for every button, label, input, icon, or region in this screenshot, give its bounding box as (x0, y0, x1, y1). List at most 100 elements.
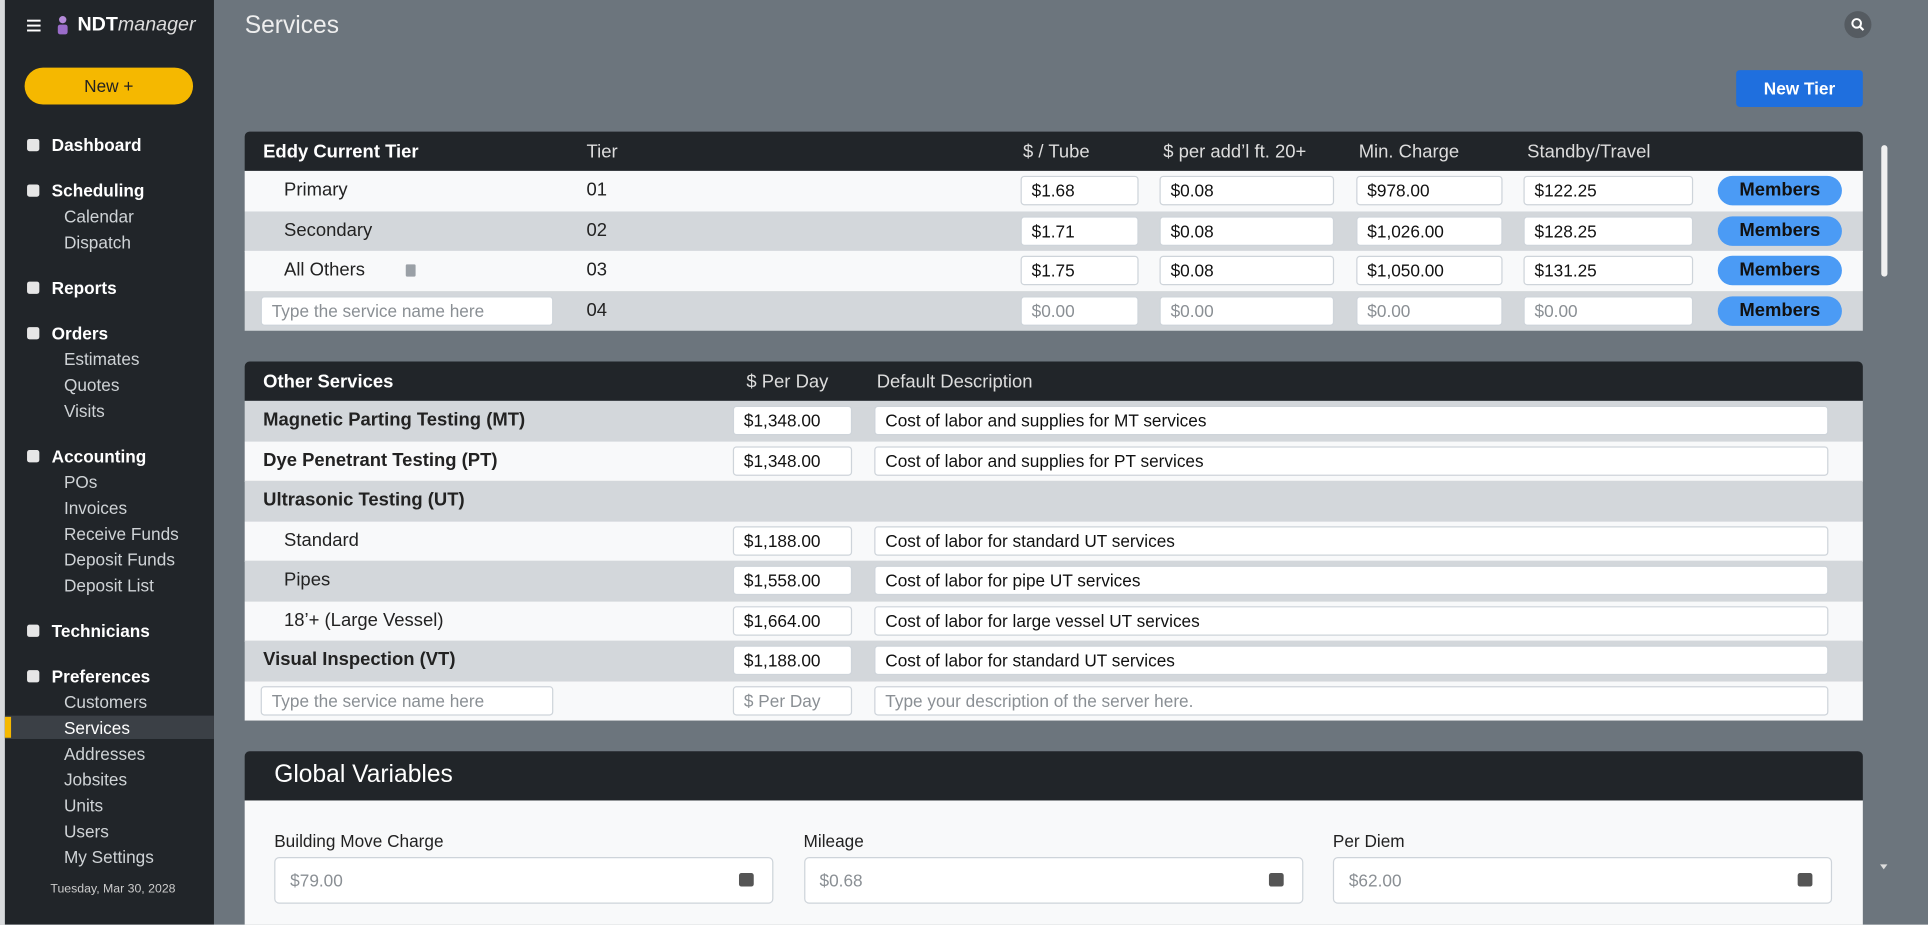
price-input[interactable]: $1,026.00 (1356, 215, 1503, 246)
description-input[interactable]: Cost of labor for pipe UT services (874, 565, 1829, 596)
nav-group[interactable]: Technicians (51, 620, 150, 641)
page-title: Services (244, 12, 340, 40)
nav-item[interactable]: Dispatch (63, 232, 131, 253)
nav-item[interactable]: Units (63, 795, 104, 816)
name-input[interactable]: Type the service name here (260, 295, 554, 326)
description-input[interactable]: Cost of labor and supplies for PT servic… (874, 445, 1829, 476)
services-header (244, 361, 1863, 401)
search-button[interactable] (1843, 10, 1873, 40)
field-label: Building Move Charge (274, 831, 444, 851)
nav-item[interactable]: Services (63, 718, 130, 738)
nav-group[interactable]: Scheduling (51, 180, 145, 201)
price-input[interactable]: $1.75 (1020, 255, 1139, 286)
column-header: Tier (586, 141, 618, 163)
column-header: Eddy Current Tier (263, 141, 419, 163)
price-input[interactable]: $0.00 (1020, 295, 1139, 326)
price-input[interactable]: $1.68 (1020, 175, 1139, 206)
price-input[interactable]: $1,050.00 (1356, 255, 1503, 286)
column-header: $ per add’l ft. 20+ (1163, 141, 1307, 163)
nav-item[interactable]: Deposit List (63, 575, 154, 596)
price-input[interactable]: $0.08 (1159, 215, 1335, 246)
nav-group[interactable]: Preferences (51, 666, 151, 687)
nav-item[interactable]: Customers (63, 692, 148, 712)
nav-item[interactable]: Quotes (63, 375, 120, 395)
description-input[interactable]: Cost of labor for large vessel UT servic… (874, 605, 1829, 636)
nav-item[interactable]: Users (63, 821, 109, 842)
description-input[interactable]: Cost of labor for standard UT services (874, 645, 1829, 676)
globals-title: Global Variables (274, 761, 453, 789)
price-input[interactable]: $1,188.00 (732, 645, 853, 676)
nav-item[interactable]: Invoices (63, 497, 128, 518)
new-button[interactable]: New + (24, 67, 194, 105)
logo[interactable]: NDTmanager (77, 15, 195, 37)
sidebar (4, 0, 214, 925)
menu-icon[interactable] (26, 17, 43, 34)
nav-item[interactable]: My Settings (63, 847, 154, 867)
price-input[interactable]: $0.00 (1523, 295, 1694, 326)
column-header: Min. Charge (1358, 141, 1460, 163)
nav-item[interactable]: Visits (63, 400, 105, 421)
scroll-arrow[interactable] (1880, 864, 1888, 870)
nav-item[interactable]: Deposit Funds (63, 549, 175, 570)
nav-item[interactable]: Jobsites (63, 769, 128, 790)
tier-number: 01 (586, 179, 608, 201)
price-input[interactable]: $1.71 (1020, 215, 1139, 246)
tier-header (244, 131, 1863, 171)
price-input[interactable]: $0.00 (1356, 295, 1503, 326)
members-button[interactable]: Members (1717, 215, 1842, 246)
field-icon (1268, 873, 1284, 887)
column-header: Standby/Travel (1527, 141, 1651, 163)
price-input[interactable]: $1,348.00 (732, 445, 853, 476)
nav-item[interactable]: Estimates (63, 349, 140, 369)
nav-group[interactable]: Reports (51, 277, 117, 298)
members-button[interactable]: Members (1717, 295, 1842, 326)
nav-item[interactable]: POs (63, 472, 98, 492)
price-input[interactable]: $ Per Day (732, 685, 853, 716)
service-name: Pipes (284, 569, 331, 591)
field-label: Mileage (803, 831, 864, 851)
nav-group[interactable]: Orders (51, 323, 109, 344)
price-input[interactable]: $1,188.00 (732, 525, 853, 556)
price-input[interactable]: $128.25 (1523, 215, 1694, 246)
tier-number: 02 (586, 219, 608, 241)
price-input[interactable]: $1,664.00 (732, 605, 853, 636)
field-input[interactable]: $0.68 (803, 857, 1303, 904)
price-input[interactable]: $978.00 (1356, 175, 1503, 206)
price-input[interactable]: $0.08 (1159, 255, 1335, 286)
nav-item[interactable]: Calendar (63, 206, 134, 227)
members-button[interactable]: Members (1717, 175, 1842, 206)
nav-group[interactable]: Dashboard (51, 135, 142, 155)
column-header: $ Per Day (746, 371, 829, 393)
scroll-thumb[interactable] (1881, 145, 1888, 277)
column-header: Default Description (876, 371, 1033, 393)
service-name: Magnetic Parting Testing (MT) (263, 409, 526, 431)
nav-group[interactable]: Accounting (51, 446, 147, 467)
nav-icon (27, 138, 40, 152)
price-input[interactable]: $131.25 (1523, 255, 1694, 286)
description-input[interactable]: Cost of labor for standard UT services (874, 525, 1829, 556)
new-tier-button[interactable]: New Tier (1736, 70, 1863, 107)
description-input[interactable]: Cost of labor and supplies for MT servic… (874, 405, 1829, 436)
logo-icon (57, 15, 68, 35)
field-input[interactable]: $79.00 (274, 857, 774, 904)
delete-icon[interactable] (405, 264, 416, 277)
nav-item[interactable]: Addresses (63, 743, 146, 764)
edge (0, 0, 5, 925)
description-input[interactable]: Type your description of the server here… (874, 685, 1829, 716)
members-button[interactable]: Members (1717, 255, 1842, 286)
price-input[interactable]: $0.00 (1159, 295, 1335, 326)
nav-icon (27, 281, 40, 294)
service-name: All Others (284, 259, 366, 281)
name-input[interactable]: Type the service name here (260, 685, 554, 716)
scrollbar[interactable] (1878, 138, 1890, 876)
tier-number: 03 (586, 259, 608, 281)
price-input[interactable]: $122.25 (1523, 175, 1694, 206)
price-input[interactable]: $1,348.00 (732, 405, 853, 436)
logo-italic: manager (117, 14, 196, 36)
nav-item[interactable]: Receive Funds (63, 523, 179, 544)
field-input[interactable]: $62.00 (1332, 857, 1833, 904)
price-input[interactable]: $1,558.00 (732, 565, 853, 596)
service-name: Secondary (284, 219, 373, 241)
price-input[interactable]: $0.08 (1159, 175, 1335, 206)
